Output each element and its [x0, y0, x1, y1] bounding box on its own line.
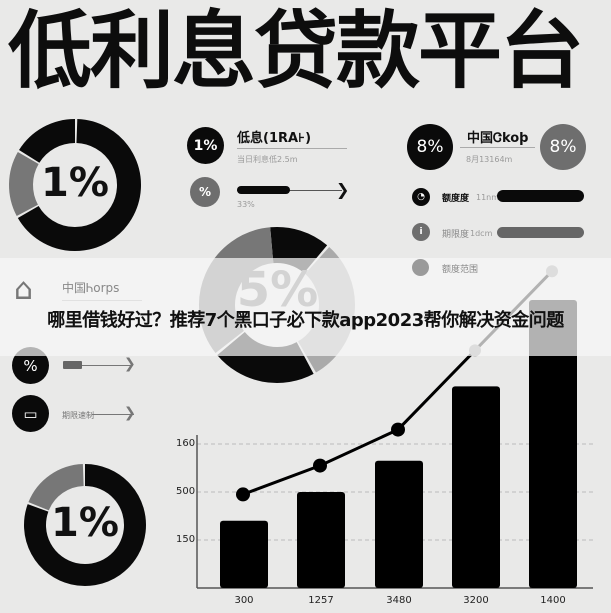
bottom-donut-label: 1%: [51, 500, 119, 546]
house-icon: ⌂: [14, 272, 34, 307]
dot-icon: [412, 259, 429, 276]
clock-icon: ◔: [412, 188, 430, 206]
x-tick-label: 1257: [308, 595, 334, 606]
divider: [237, 148, 347, 149]
stat-label: 低息(1RA⊦): [237, 131, 312, 146]
rate-badge-right-2: 8%: [540, 124, 586, 170]
bar: [452, 386, 500, 588]
bar: [375, 460, 423, 588]
bar: [529, 300, 577, 588]
top-donut-segment: [9, 152, 39, 216]
x-tick-label: 300: [234, 595, 254, 606]
percent-label: 33%: [237, 200, 255, 209]
top-donut-segment: [19, 119, 76, 164]
y-tick-label: 160: [176, 438, 196, 449]
arrow-right-icon: ❯: [124, 405, 136, 421]
arrow-line: [63, 365, 133, 366]
info-icon: ⅰ: [412, 223, 430, 241]
legend-bar: [497, 190, 584, 202]
divider: [460, 147, 535, 148]
banner-title: 哪里借钱好过？推荐7个黑口子必下款app2023帮你解决资金问题: [47, 310, 564, 331]
legend-sub: 11nm: [476, 193, 500, 202]
line-point: [236, 487, 250, 502]
arrow-right-icon: ❯: [336, 180, 350, 199]
bottom-donut-segment: [28, 464, 85, 511]
legend-sub: 1dcm: [470, 229, 493, 238]
bottom-donut-segment: [24, 464, 146, 586]
stat-sub-right: 8月13164m: [466, 155, 513, 164]
line-point: [313, 458, 327, 473]
stat-sub: 当日利息低2.5m: [237, 155, 298, 164]
x-tick-label: 3480: [386, 595, 412, 606]
top-donut-label: 1%: [41, 160, 109, 206]
progress-fill: [237, 186, 290, 194]
list-label: 中国Ꮒorps: [62, 281, 120, 295]
legend-bar: [497, 227, 584, 238]
arrow-line: [92, 414, 134, 415]
page-title: 低利息贷款平台: [8, 2, 584, 100]
top-donut-segment: [17, 119, 141, 251]
list-label: 期限速制: [62, 411, 94, 420]
arrow-right-icon: ❯: [124, 356, 136, 372]
bar: [220, 520, 268, 588]
legend-label: 额度范围: [442, 265, 479, 275]
stat-label-right: 中国Ꮳkoþ: [467, 131, 529, 146]
y-tick-label: 500: [176, 486, 196, 497]
rate-badge-right: 8%: [407, 124, 453, 170]
rate-badge: 1%: [187, 127, 224, 164]
legend-label: 期限度: [442, 230, 470, 240]
center-donut-segment: [270, 227, 328, 274]
progress-fill: [63, 361, 82, 369]
monitor-icon: ▭: [12, 395, 49, 432]
x-tick-label: 1400: [540, 595, 566, 606]
bar: [297, 492, 345, 588]
legend-label: 额度度: [442, 194, 470, 204]
y-tick-label: 150: [176, 534, 196, 545]
line-point: [391, 422, 405, 437]
x-tick-label: 3200: [463, 595, 489, 606]
percent-badge: %: [190, 177, 220, 207]
banner-overlay: [0, 258, 611, 356]
